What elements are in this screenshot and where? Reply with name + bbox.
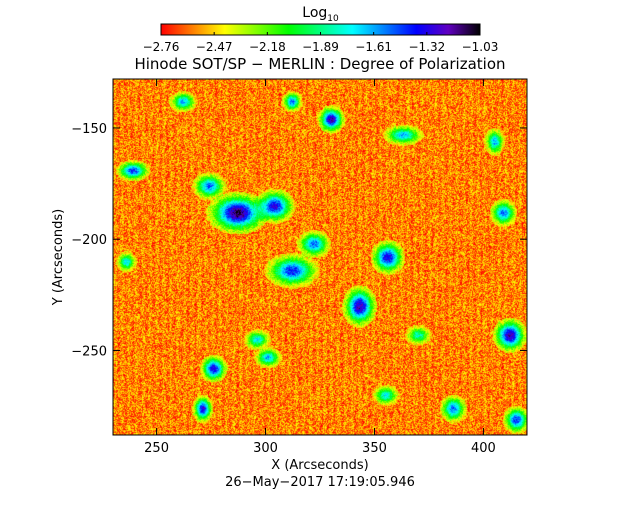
colorbar-ticks: −2.76 −2.47 −2.18 −1.89 −1.61 −1.32 −1.03 bbox=[143, 32, 499, 54]
colorbar-title-base: Log bbox=[302, 5, 327, 21]
y-axis-ticks: −150 −200 −250 bbox=[71, 122, 527, 359]
colorbar-tick-label: −2.47 bbox=[196, 40, 233, 54]
colorbar-tick-label: −1.61 bbox=[355, 40, 392, 54]
colorbar-tick-label: −1.89 bbox=[302, 40, 339, 54]
polarization-map bbox=[113, 79, 527, 435]
colorbar-title-subscript: 10 bbox=[327, 14, 339, 24]
y-tick-label: −200 bbox=[71, 233, 107, 248]
y-tick-label: −250 bbox=[71, 344, 107, 359]
colorbar-tick-label: −2.76 bbox=[143, 40, 180, 54]
observation-timestamp: 26−May−2017 17:19:05.946 bbox=[225, 475, 415, 490]
x-tick-label: 300 bbox=[253, 441, 278, 456]
colorbar-title: Log10 bbox=[302, 5, 339, 24]
chart-title: Hinode SOT/SP − MERLIN : Degree of Polar… bbox=[134, 55, 505, 73]
x-axis-ticks: 250 300 350 400 bbox=[144, 79, 496, 456]
y-tick-label: −150 bbox=[71, 122, 107, 137]
y-axis-label: Y (Arcseconds) bbox=[51, 209, 66, 306]
colorbar: Log10 −2.76 −2.47 −2.18 −1.89 −1.61 −1.32 −1.0… bbox=[143, 5, 499, 54]
heatmap-image bbox=[113, 79, 527, 435]
x-tick-label: 350 bbox=[362, 441, 387, 456]
colorbar-tick-label: −1.32 bbox=[408, 40, 445, 54]
axes-frame bbox=[112, 78, 528, 436]
x-axis-label: X (Arcseconds) bbox=[271, 458, 368, 473]
colorbar-tick-label: −2.18 bbox=[249, 40, 286, 54]
colorbar-tick-label: −1.03 bbox=[462, 40, 499, 54]
x-tick-label: 250 bbox=[144, 441, 169, 456]
x-tick-label: 400 bbox=[471, 441, 496, 456]
